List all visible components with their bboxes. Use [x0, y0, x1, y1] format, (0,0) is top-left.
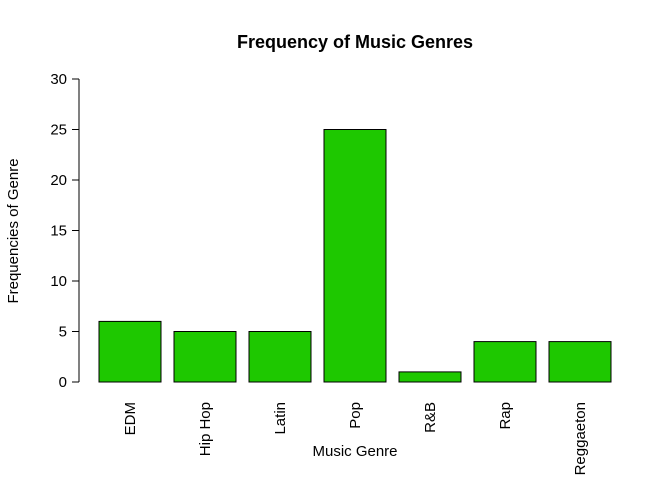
bar-pop: [323, 129, 387, 383]
y-axis-tick-label: 25: [50, 122, 67, 139]
bar-hip-hop: [173, 331, 237, 383]
y-axis-tick-label: 15: [50, 223, 67, 240]
chart-title: Frequency of Music Genres: [237, 32, 473, 52]
y-axis-tick-label: 5: [59, 324, 67, 341]
x-axis-label: Music Genre: [312, 443, 397, 460]
bar-r-b: [398, 371, 462, 383]
x-axis-tick-label: Hip Hop: [197, 402, 214, 456]
y-axis-tick-label: 0: [59, 374, 67, 391]
bar-edm: [98, 320, 162, 383]
bar-latin: [248, 331, 312, 383]
x-axis-tick-label: Latin: [272, 402, 289, 435]
bar-reggaeton: [548, 341, 612, 383]
y-axis-ticks: 0 5 10 15 20 25 30: [50, 71, 79, 391]
y-axis-tick-label: 20: [50, 172, 67, 189]
y-axis-tick-label: 30: [50, 71, 67, 88]
y-axis-tick-label: 10: [50, 273, 67, 290]
x-axis-tick-labels: EDM Hip Hop Latin Pop R&B Rap Reggaeton: [122, 402, 589, 475]
y-axis-label: Frequencies of Genre: [5, 158, 22, 303]
x-axis-tick-label: EDM: [122, 402, 139, 435]
bar-rap: [473, 341, 537, 383]
x-axis-tick-label: Reggaeton: [572, 402, 589, 475]
bars: [98, 129, 612, 383]
x-axis-tick-label: R&B: [422, 402, 439, 433]
x-axis-tick-label: Pop: [347, 402, 364, 429]
x-axis-tick-label: Rap: [497, 402, 514, 430]
